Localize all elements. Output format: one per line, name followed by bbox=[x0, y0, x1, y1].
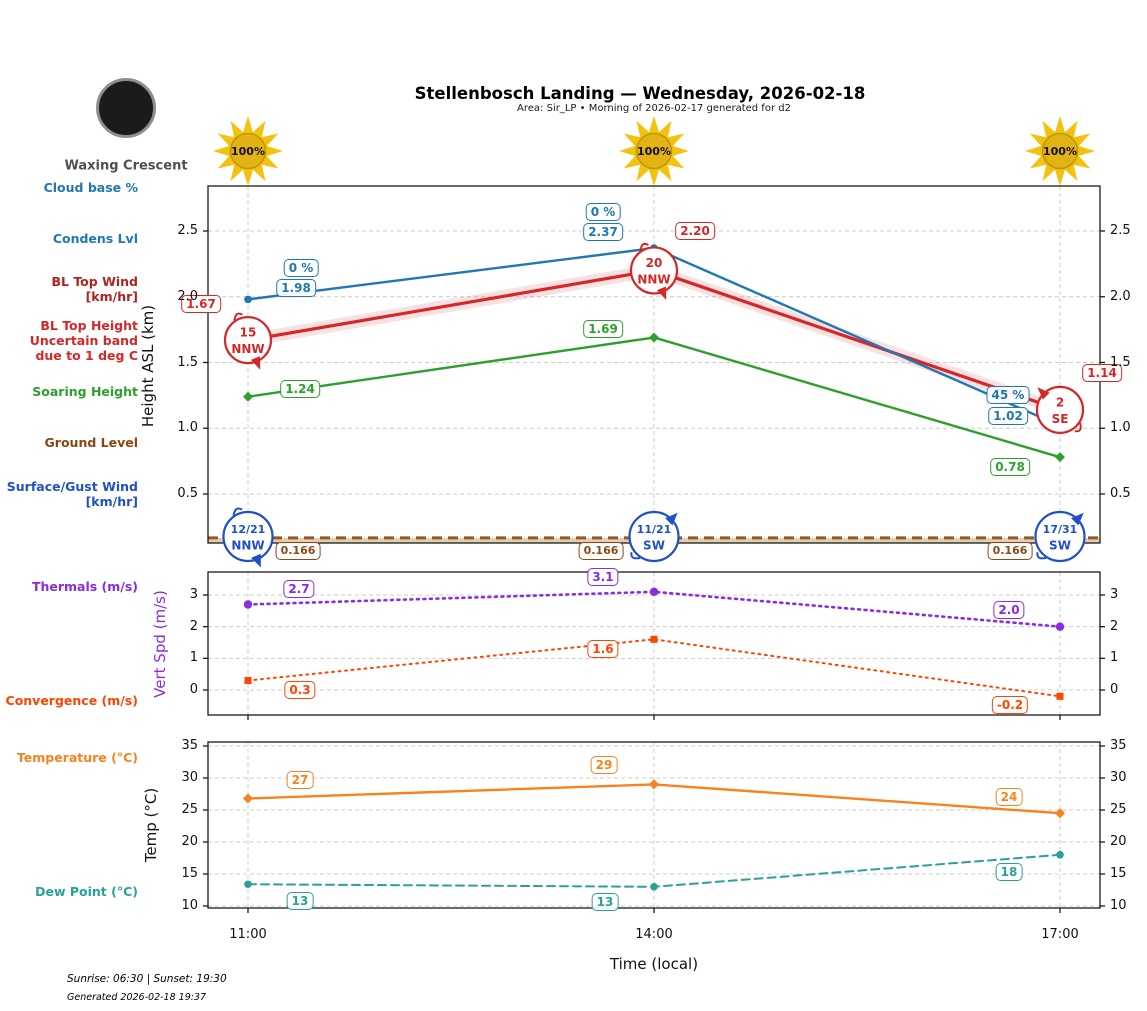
row-label-surface-gust-wind: Surface/Gust Wind [km/hr] bbox=[6, 479, 138, 509]
wind-badge: 2 SE bbox=[1035, 385, 1085, 434]
svg-text:17/31: 17/31 bbox=[1043, 523, 1078, 536]
wind-badge: 17/31 SW bbox=[1034, 510, 1086, 563]
data-point-marker bbox=[1056, 692, 1064, 700]
svg-text:20: 20 bbox=[646, 256, 663, 270]
svg-text:2: 2 bbox=[1056, 395, 1064, 409]
moon-phase-icon bbox=[96, 78, 156, 138]
data-point-marker bbox=[244, 880, 252, 889]
convergence-line bbox=[247, 638, 1061, 698]
data-point-marker bbox=[243, 391, 253, 402]
row-label-convergence: Convergence (m/s) bbox=[5, 693, 138, 708]
data-point-marker bbox=[244, 677, 252, 684]
svg-text:NNW: NNW bbox=[231, 539, 264, 553]
sun-icon: 100% bbox=[1025, 116, 1095, 186]
svg-text:NNW: NNW bbox=[637, 272, 670, 286]
data-point-marker bbox=[649, 779, 659, 790]
row-label-bl-top-height: BL Top Height Uncertain band due to 1 de… bbox=[29, 318, 138, 363]
data-point-marker bbox=[1055, 452, 1065, 463]
svg-text:SW: SW bbox=[1049, 539, 1071, 553]
row-label-ground-level: Ground Level bbox=[44, 435, 138, 450]
sunrise-sunset-note: Sunrise: 06:30 | Sunset: 19:30 bbox=[67, 973, 227, 985]
wind-badge: 11/21 SW bbox=[628, 510, 680, 563]
data-point-marker bbox=[649, 587, 659, 597]
svg-text:15: 15 bbox=[240, 326, 257, 340]
wind-badge: 20 NNW bbox=[629, 242, 679, 301]
data-point-marker bbox=[1055, 622, 1065, 631]
data-point-marker bbox=[1056, 851, 1064, 859]
svg-text:SW: SW bbox=[643, 539, 665, 553]
data-point-marker bbox=[244, 295, 252, 304]
row-label-cloud-base: Cloud base % bbox=[43, 180, 138, 195]
data-point-marker bbox=[649, 332, 659, 343]
data-point-marker bbox=[650, 635, 658, 643]
svg-text:NNW: NNW bbox=[231, 342, 264, 356]
sun-icon: 100% bbox=[619, 116, 689, 186]
wind-badge: 12/21 NNW bbox=[222, 507, 274, 568]
svg-text:11/21: 11/21 bbox=[637, 523, 672, 536]
wind-badge: 15 NNW bbox=[223, 312, 273, 370]
page-title: Stellenbosch Landing — Wednesday, 2026-0… bbox=[414, 84, 866, 103]
svg-text:100%: 100% bbox=[231, 145, 265, 158]
row-label-thermals: Thermals (m/s) bbox=[31, 579, 138, 594]
data-point-marker bbox=[243, 600, 253, 609]
row-label-bl-top-wind: BL Top Wind [km/hr] bbox=[51, 274, 138, 304]
row-label-temperature: Temperature (°C) bbox=[16, 750, 138, 765]
x-axis-title: Time (local) bbox=[609, 955, 699, 973]
svg-text:SE: SE bbox=[1052, 412, 1069, 426]
row-label-condens-lvl: Condens Lvl bbox=[52, 231, 138, 246]
svg-text:100%: 100% bbox=[637, 145, 671, 158]
data-point-marker bbox=[650, 883, 658, 891]
bl-uncertainty-band bbox=[248, 263, 1060, 417]
data-point-marker bbox=[243, 793, 253, 804]
row-label-dew-point: Dew Point (°C) bbox=[35, 884, 138, 899]
svg-text:12/21: 12/21 bbox=[231, 523, 266, 536]
page-subtitle: Area: Sir_LP • Morning of 2026-02-17 gen… bbox=[517, 103, 791, 114]
moon-phase-label: Waxing Crescent bbox=[64, 158, 188, 174]
data-point-marker bbox=[1055, 808, 1065, 819]
svg-text:100%: 100% bbox=[1043, 145, 1077, 158]
row-label-soaring-height: Soaring Height bbox=[32, 384, 138, 399]
generated-note: Generated 2026-02-18 19:37 bbox=[67, 992, 207, 1003]
sun-icon: 100% bbox=[213, 116, 283, 186]
